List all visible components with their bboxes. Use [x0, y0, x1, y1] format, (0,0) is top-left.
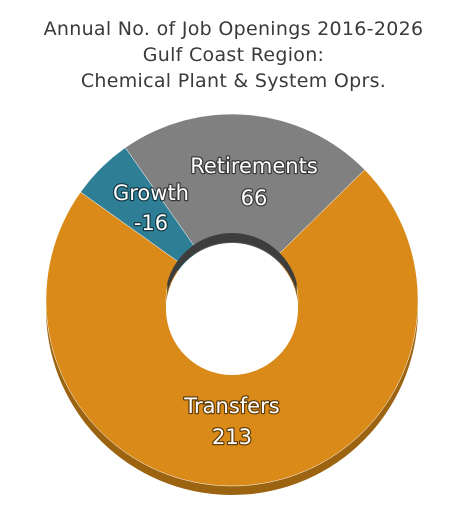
donut-slices — [45, 113, 419, 496]
chart-title-line-2: Gulf Coast Region: — [142, 44, 325, 66]
data-label-value-growth: -16 — [134, 211, 168, 235]
donut-inner-wall — [167, 233, 297, 292]
data-label-name-transfers: Transfers — [183, 394, 279, 418]
chart-title: Annual No. of Job Openings 2016-2026 Gul… — [0, 16, 467, 94]
data-label-name-growth: Growth — [113, 181, 189, 205]
donut-labels: Transfers 213 Growth -16 Retirements 66 — [112, 153, 319, 451]
data-label-value-transfers: 213 — [212, 425, 252, 449]
data-label-name-retirements: Retirements — [190, 154, 318, 178]
chart-title-line-1: Annual No. of Job Openings 2016-2026 — [43, 18, 424, 40]
chart-title-line-3: Chemical Plant & System Oprs. — [80, 70, 387, 92]
donut-hole — [166, 243, 298, 375]
data-label-value-retirements: 66 — [241, 186, 268, 210]
